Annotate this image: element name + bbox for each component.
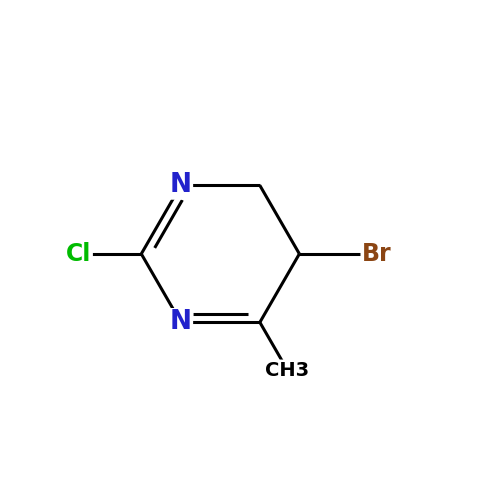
Text: CH3: CH3 [265, 361, 309, 379]
Text: Br: Br [362, 242, 391, 266]
Text: N: N [170, 172, 192, 198]
Text: N: N [170, 309, 192, 335]
Text: Cl: Cl [67, 242, 91, 266]
